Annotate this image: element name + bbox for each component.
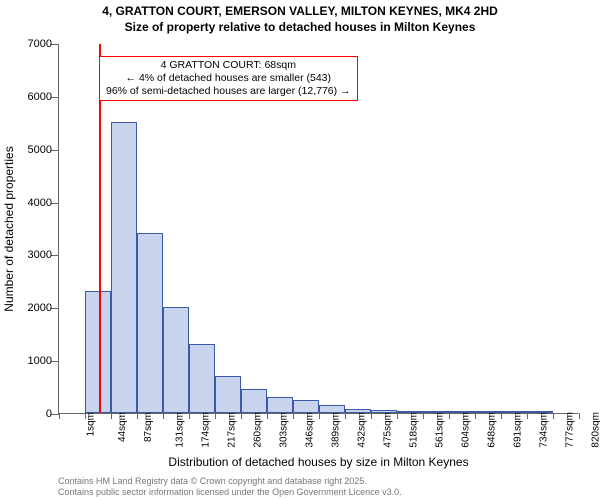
y-tick-label: 1000 bbox=[14, 355, 52, 367]
y-tick-label: 7000 bbox=[14, 38, 52, 50]
x-tick-label: 260sqm bbox=[253, 412, 264, 448]
x-tick-label: 346sqm bbox=[305, 412, 316, 448]
y-tick bbox=[51, 414, 59, 415]
histogram-bar bbox=[241, 389, 267, 413]
x-tick bbox=[293, 413, 294, 419]
x-tick-label: 87sqm bbox=[143, 412, 154, 442]
plot-region: Number of detached properties Distributi… bbox=[58, 44, 578, 414]
annotation-box: 4 GRATTON COURT: 68sqm← 4% of detached h… bbox=[99, 56, 358, 101]
histogram-bar bbox=[137, 233, 163, 413]
histogram-bar bbox=[215, 376, 241, 413]
histogram-bar bbox=[85, 291, 111, 413]
histogram-bar bbox=[111, 122, 137, 413]
x-tick bbox=[475, 413, 476, 419]
x-tick bbox=[59, 413, 60, 419]
x-tick bbox=[371, 413, 372, 419]
x-tick-label: 475sqm bbox=[383, 412, 394, 448]
x-tick-label: 518sqm bbox=[409, 412, 420, 448]
y-tick-label: 3000 bbox=[14, 249, 52, 261]
title-line-2: Size of property relative to detached ho… bbox=[0, 20, 600, 36]
histogram-bar bbox=[501, 411, 527, 413]
histogram-bar bbox=[293, 400, 319, 413]
y-tick-label: 0 bbox=[14, 408, 52, 420]
histogram-bar bbox=[267, 397, 293, 413]
x-tick-label: 561sqm bbox=[435, 412, 446, 448]
histogram-bar bbox=[163, 307, 189, 413]
y-tick bbox=[51, 308, 59, 309]
x-tick bbox=[423, 413, 424, 419]
x-tick bbox=[137, 413, 138, 419]
x-tick bbox=[319, 413, 320, 419]
y-tick-label: 2000 bbox=[14, 302, 52, 314]
x-tick bbox=[397, 413, 398, 419]
annotation-line-3: 96% of semi-detached houses are larger (… bbox=[106, 85, 351, 98]
chart-area: Number of detached properties Distributi… bbox=[58, 44, 578, 414]
histogram-bar bbox=[189, 344, 215, 413]
y-tick bbox=[51, 44, 59, 45]
x-tick-label: 777sqm bbox=[565, 412, 576, 448]
y-tick bbox=[51, 97, 59, 98]
footer-line-1: Contains HM Land Registry data © Crown c… bbox=[58, 476, 402, 487]
annotation-line-1: 4 GRATTON COURT: 68sqm bbox=[106, 59, 351, 72]
x-tick-label: 44sqm bbox=[117, 412, 128, 442]
x-tick bbox=[241, 413, 242, 419]
x-tick bbox=[189, 413, 190, 419]
x-tick-label: 734sqm bbox=[539, 412, 550, 448]
x-tick-label: 648sqm bbox=[487, 412, 498, 448]
histogram-bar bbox=[397, 411, 423, 413]
x-tick bbox=[267, 413, 268, 419]
y-tick-label: 6000 bbox=[14, 91, 52, 103]
footer-line-2: Contains public sector information licen… bbox=[58, 487, 402, 498]
x-tick bbox=[501, 413, 502, 419]
x-tick bbox=[345, 413, 346, 419]
x-tick-label: 604sqm bbox=[461, 412, 472, 448]
x-tick bbox=[579, 413, 580, 419]
x-tick-label: 131sqm bbox=[175, 412, 186, 448]
x-tick bbox=[85, 413, 86, 419]
histogram-bar bbox=[371, 410, 397, 413]
histogram-bar bbox=[527, 411, 553, 413]
histogram-bar bbox=[423, 411, 449, 413]
x-tick-label: 820sqm bbox=[591, 412, 600, 448]
histogram-bar bbox=[449, 411, 475, 413]
x-tick-label: 691sqm bbox=[513, 412, 524, 448]
x-tick-label: 303sqm bbox=[279, 412, 290, 448]
y-tick-label: 5000 bbox=[14, 144, 52, 156]
title-line-1: 4, GRATTON COURT, EMERSON VALLEY, MILTON… bbox=[0, 4, 600, 20]
x-tick bbox=[215, 413, 216, 419]
x-tick bbox=[163, 413, 164, 419]
histogram-bar bbox=[345, 409, 371, 413]
x-tick-label: 174sqm bbox=[201, 412, 212, 448]
y-tick-label: 4000 bbox=[14, 197, 52, 209]
x-tick bbox=[553, 413, 554, 419]
x-tick-label: 432sqm bbox=[357, 412, 368, 448]
histogram-bar bbox=[319, 405, 345, 413]
x-tick-label: 217sqm bbox=[227, 412, 238, 448]
y-tick bbox=[51, 150, 59, 151]
attribution-footer: Contains HM Land Registry data © Crown c… bbox=[58, 476, 402, 499]
histogram-bar bbox=[475, 411, 501, 413]
chart-title: 4, GRATTON COURT, EMERSON VALLEY, MILTON… bbox=[0, 0, 600, 35]
x-tick bbox=[527, 413, 528, 419]
y-tick bbox=[51, 255, 59, 256]
x-tick bbox=[111, 413, 112, 419]
x-tick-label: 1sqm bbox=[85, 412, 96, 436]
annotation-line-2: ← 4% of detached houses are smaller (543… bbox=[106, 72, 351, 85]
y-axis-label: Number of detached properties bbox=[2, 146, 16, 311]
y-tick bbox=[51, 361, 59, 362]
x-axis-label: Distribution of detached houses by size … bbox=[59, 455, 578, 469]
x-tick-label: 389sqm bbox=[331, 412, 342, 448]
y-tick bbox=[51, 203, 59, 204]
x-tick bbox=[449, 413, 450, 419]
